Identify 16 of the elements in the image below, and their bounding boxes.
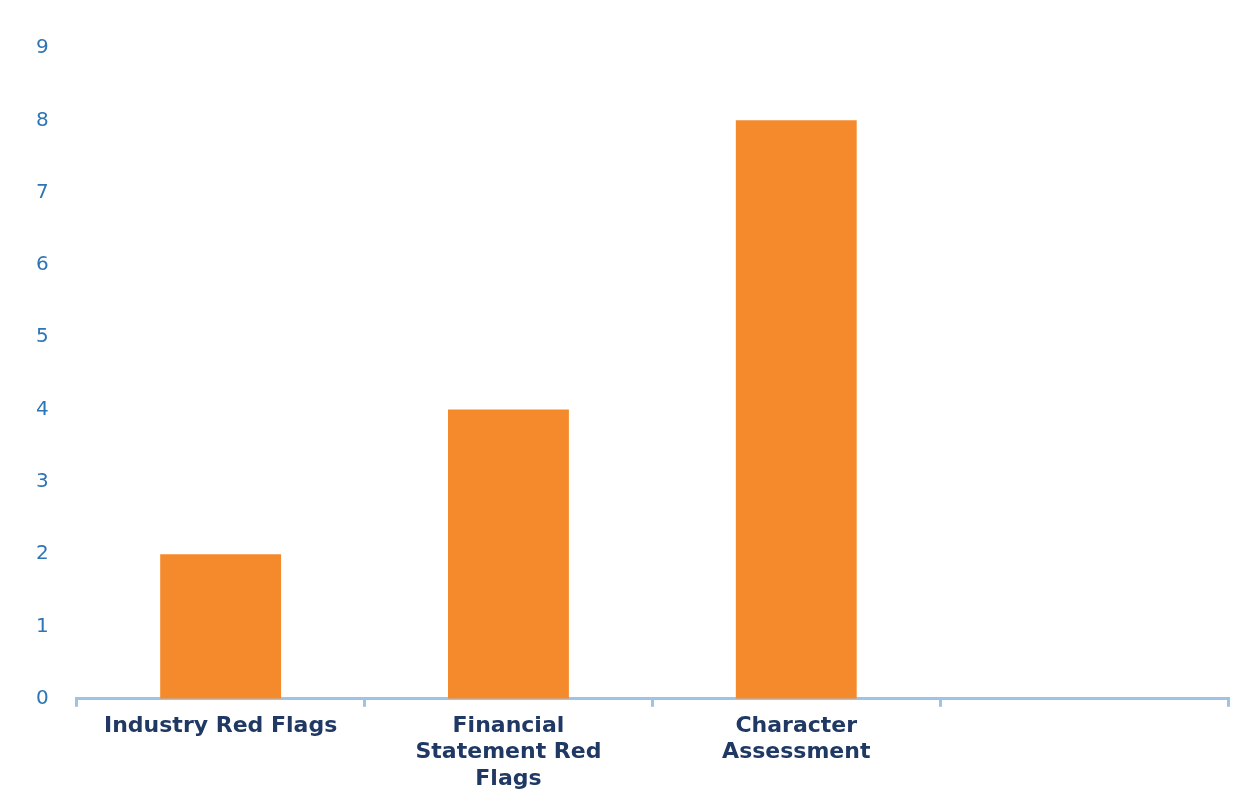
- y-tick-label: 9: [35, 34, 49, 59]
- y-tick-label: 8: [35, 106, 49, 131]
- y-tick-label: 0: [35, 685, 49, 709]
- y-tick-label: 7: [35, 178, 49, 203]
- x-tick-label: Industry Red Flags: [104, 711, 338, 737]
- bar: [448, 409, 569, 699]
- bar: [735, 120, 857, 699]
- y-tick-label: 5: [35, 323, 49, 348]
- x-tick-label: Character Assessment: [722, 711, 871, 764]
- y-tick-label: 6: [35, 251, 49, 276]
- y-tick-label: 1: [35, 612, 49, 637]
- y-tick-label: 4: [35, 395, 49, 420]
- y-tick-label: 3: [35, 468, 49, 493]
- x-tick-label: Financial Statement Red Flags: [415, 711, 602, 790]
- y-tick-label: 2: [35, 540, 49, 565]
- bar: [160, 554, 282, 699]
